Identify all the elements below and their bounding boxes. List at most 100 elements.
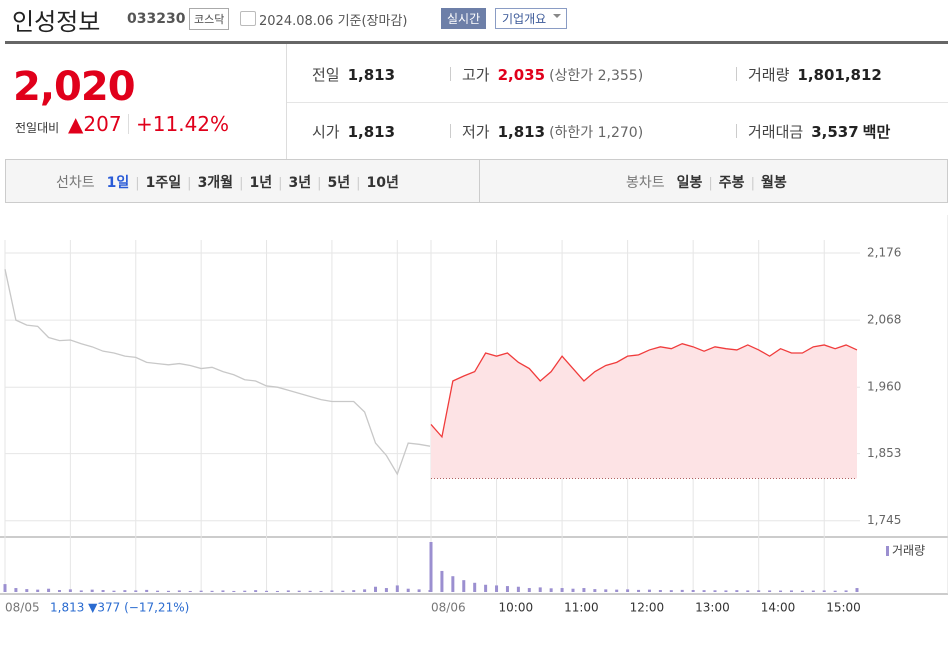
calendar-icon: [240, 11, 256, 26]
period-tab[interactable]: 1주일: [145, 175, 182, 191]
x-tick-label: 08/05: [5, 601, 40, 615]
change-pct: +11.42%: [136, 112, 230, 136]
company-info-text: 기업개요: [502, 12, 547, 26]
tab-bar: 선차트 1일 | 1주일 | 3개월 | 1년 | 3년 | 5년 | 10년 봉차트 일봉 | 주봉 | 월봉: [5, 159, 948, 203]
volume-bar: [560, 588, 564, 592]
stat-label: 고가: [462, 66, 490, 84]
change-label: 전일대비: [15, 121, 60, 135]
cell-sep: [736, 67, 737, 81]
candle-tab[interactable]: 일봉: [676, 175, 703, 191]
stat-label: 전일: [312, 66, 340, 84]
legend-label: 거래량: [892, 544, 925, 558]
volume-bar: [341, 590, 345, 592]
period-tab[interactable]: 3개월: [197, 175, 234, 191]
volume-bar: [593, 589, 597, 592]
price: 2,020: [13, 64, 136, 110]
volume-bar: [604, 589, 608, 592]
period-tab[interactable]: 1일: [106, 175, 130, 191]
realtime-button[interactable]: 실시간: [441, 8, 487, 29]
volume-bar: [47, 588, 51, 592]
tab-sep: |: [278, 176, 283, 191]
volume-bar: [647, 589, 651, 592]
volume-bar: [833, 590, 837, 592]
volume-bar: [221, 590, 225, 592]
stat-cell: 시가 1,813: [312, 121, 395, 142]
tab-divider: [479, 160, 480, 202]
volume-bar: [57, 590, 61, 592]
company-info-dropdown[interactable]: 기업개요: [495, 8, 568, 29]
price-line: [4, 269, 431, 476]
line-tabs: 선차트 1일 | 1주일 | 3개월 | 1년 | 3년 | 5년 | 10년: [50, 172, 405, 192]
volume-bar: [626, 589, 630, 592]
volume-bar: [188, 590, 192, 592]
volume-bar: [462, 580, 466, 592]
volume-bar: [822, 590, 826, 592]
y-tick-label: 2,176: [867, 246, 901, 260]
volume-bar: [538, 587, 542, 592]
prev-day-summary: 1,813 ▼377 (−17,21%): [50, 601, 189, 615]
x-tick-label: 10:00: [499, 601, 534, 615]
y-tick-label: 1,745: [867, 513, 901, 527]
volume-bar: [308, 590, 312, 592]
volume-bar: [615, 589, 619, 592]
volume-bar: [713, 590, 717, 592]
price-line: [430, 343, 858, 439]
volume-bar: [735, 590, 739, 592]
volume-bar: [297, 590, 301, 592]
volume-bar: [68, 589, 72, 592]
volume-bar: [724, 590, 728, 592]
period-tab[interactable]: 1년: [249, 175, 273, 191]
period-tab[interactable]: 10년: [366, 175, 399, 191]
volume-bar: [680, 589, 684, 592]
stat-cell: 고가 2,035 (상한가 2,355): [462, 64, 643, 85]
volume-bar: [637, 589, 641, 592]
change: ▲207: [68, 112, 122, 136]
stat-cell: 전일 1,813: [312, 64, 395, 85]
volume-bar: [166, 590, 170, 592]
stat-value: 1,813: [347, 66, 396, 84]
date: 2024.08.06 기준(장마감): [259, 14, 408, 29]
volume-bar: [746, 590, 750, 592]
area: [431, 343, 857, 479]
candle-tab[interactable]: 주봉: [718, 175, 745, 191]
volume-bar: [571, 588, 575, 592]
row-divider: [287, 102, 948, 103]
price-box: 2,020 전일대비 ▲207 +11.42%: [5, 44, 287, 159]
volume-bar: [90, 589, 94, 592]
stat-value: 1,813: [347, 123, 396, 141]
volume-bar: [384, 588, 388, 592]
volume-bar: [702, 590, 706, 592]
stat-label: 거래대금: [748, 123, 804, 141]
candle-tab[interactable]: 월봉: [760, 175, 787, 191]
volume-bar: [800, 590, 804, 592]
volume-bar: [3, 584, 7, 592]
x-tick-label: 13:00: [695, 601, 730, 615]
volume-bar: [429, 542, 433, 592]
volume-bar: [112, 590, 116, 592]
stat-label: 저가: [462, 123, 490, 141]
volume-bar: [254, 590, 258, 592]
stat-label: 시가: [312, 123, 340, 141]
tab-sep: |: [356, 176, 361, 191]
tab-sep: |: [135, 176, 140, 191]
volume-bar: [210, 590, 214, 592]
volume-bar: [36, 589, 40, 592]
x-tick-label: 15:00: [826, 601, 861, 615]
volume-bar: [417, 589, 421, 592]
volume-bar: [757, 590, 761, 592]
tab-sep: |: [708, 176, 713, 191]
stat-note: (하한가 1,270): [549, 125, 644, 141]
chart: 2,176 2,068 1,960 1,853 1,745 08/05 08/06 10:00…: [0, 215, 948, 615]
volume-bar: [156, 590, 160, 592]
volume-bar: [658, 590, 662, 592]
volume-bar: [505, 586, 509, 592]
volume-bar: [243, 590, 247, 592]
volume-bar: [451, 576, 455, 592]
x-tick-label: 12:00: [630, 601, 665, 615]
volume-bar: [123, 590, 127, 592]
volume-bar: [101, 590, 105, 592]
volume-bar: [275, 590, 279, 592]
period-tab[interactable]: 5년: [327, 175, 351, 191]
period-tab[interactable]: 3년: [288, 175, 312, 191]
